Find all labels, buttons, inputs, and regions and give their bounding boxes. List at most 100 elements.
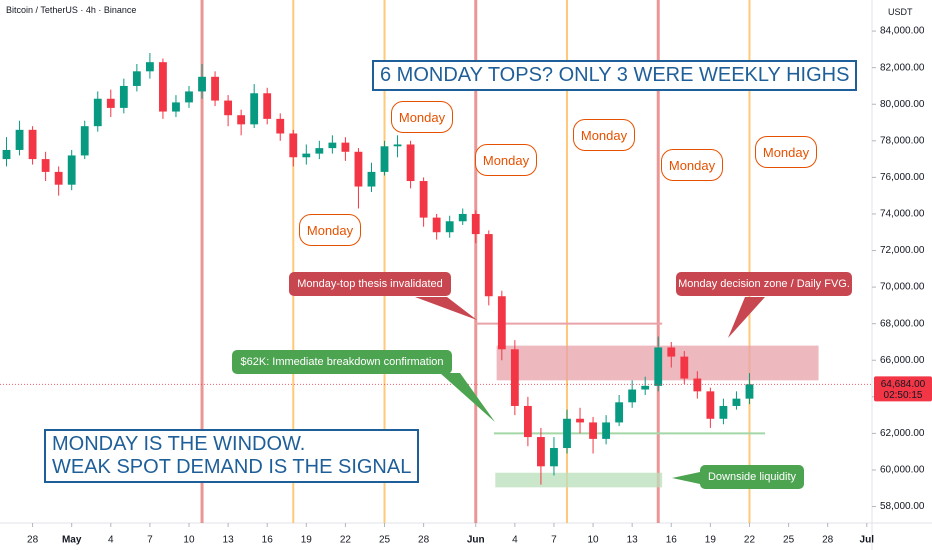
- candle-body: [211, 76, 219, 101]
- candle-body: [602, 422, 611, 439]
- header: Bitcoin / TetherUS · 4h · Binance: [6, 5, 137, 15]
- candle-body: [237, 115, 246, 125]
- candle-body: [719, 405, 728, 419]
- candle-body: [2, 149, 11, 160]
- candle-body: [302, 153, 311, 158]
- candle-body: [550, 448, 558, 467]
- x-tick-label: 7: [551, 535, 557, 546]
- candle-body: [172, 102, 180, 112]
- monday-label: Monday: [391, 101, 453, 133]
- y-tick-label: 62,000.00: [880, 428, 925, 439]
- x-tick-label: 28: [418, 535, 430, 546]
- candle-body: [263, 93, 272, 119]
- x-tick-label: 19: [301, 535, 313, 546]
- currency: USDT: [888, 7, 913, 17]
- candle-body: [537, 437, 545, 467]
- candle-body: [393, 144, 402, 147]
- title: 6 MONDAY TOPS? ONLY 3 WERE WEEKLY HIGHS: [372, 60, 858, 91]
- candle-body: [523, 405, 532, 438]
- callout: Monday decision zone / Daily FVG.: [676, 272, 852, 296]
- candle-body: [250, 93, 259, 125]
- x-tick-label: 13: [223, 535, 235, 546]
- monday-label: Monday: [299, 214, 361, 246]
- countdown: 02:50:15: [884, 390, 923, 401]
- candle-body: [406, 144, 415, 182]
- callout: Downside liquidity: [700, 465, 804, 489]
- last-price-label: 64,684.00: [881, 379, 926, 390]
- candle-body: [432, 217, 441, 233]
- candle-body: [380, 146, 389, 172]
- x-tick-label: 10: [183, 535, 195, 546]
- candle-body: [80, 126, 89, 156]
- monday-label: Monday: [475, 144, 537, 176]
- candle-body: [67, 155, 76, 185]
- candle-body: [198, 76, 206, 92]
- candle-body: [93, 98, 102, 127]
- candle-body: [732, 398, 741, 406]
- thesis-line: WEAK SPOT DEMAND IS THE SIGNAL: [52, 456, 412, 478]
- candle-body: [315, 148, 324, 154]
- candle-body: [563, 418, 571, 449]
- candle-body: [471, 213, 480, 235]
- y-tick-label: 72,000.00: [880, 245, 925, 256]
- y-tick-label: 60,000.00: [880, 465, 925, 476]
- candle-body: [576, 418, 584, 423]
- candle-body: [680, 356, 689, 379]
- candle-body: [354, 151, 363, 187]
- monday-label: Monday: [661, 149, 723, 181]
- candle-body: [458, 213, 467, 222]
- candle-body: [328, 142, 337, 149]
- candle-body: [15, 129, 24, 150]
- candle-body: [289, 133, 298, 158]
- x-tick-label: 4: [512, 535, 518, 546]
- y-tick-label: 82,000.00: [880, 62, 925, 73]
- candle-body: [367, 171, 376, 187]
- candle-body: [159, 62, 167, 112]
- candle-body: [419, 181, 428, 218]
- x-tick-label: 16: [666, 535, 678, 546]
- x-tick-label: 10: [588, 535, 600, 546]
- callout-pointer: [415, 297, 477, 320]
- callout: Monday-top thesis invalidated: [289, 272, 451, 296]
- candle-body: [41, 159, 50, 172]
- candle-body: [484, 234, 493, 297]
- candle-body: [185, 91, 193, 103]
- candle-body: [341, 142, 350, 152]
- candle-body: [28, 129, 37, 160]
- y-tick-label: 84,000.00: [880, 26, 925, 37]
- y-tick-label: 66,000.00: [880, 355, 925, 366]
- candle-body: [510, 349, 519, 406]
- x-tick-label: 28: [27, 535, 39, 546]
- candle-body: [628, 389, 637, 403]
- candle-body: [119, 85, 128, 108]
- x-tick-label: Jul: [860, 535, 875, 546]
- x-tick-label: May: [62, 535, 82, 546]
- x-tick-label: 22: [744, 535, 756, 546]
- candle-body: [745, 384, 754, 399]
- candle-body: [132, 71, 141, 86]
- x-tick-label: 19: [705, 535, 717, 546]
- thesis-box: MONDAY IS THE WINDOW. WEAK SPOT DEMAND I…: [44, 429, 420, 483]
- y-tick-label: 58,000.00: [880, 501, 925, 512]
- callout-pointer: [728, 297, 765, 338]
- callout: $62K: Immediate breakdown confirmation: [232, 350, 452, 374]
- candle-body: [589, 422, 597, 439]
- candle-body: [654, 347, 663, 386]
- x-tick-label: 7: [147, 535, 153, 546]
- x-tick-label: 25: [379, 535, 391, 546]
- x-tick-label: 22: [340, 535, 352, 546]
- y-tick-label: 74,000.00: [880, 209, 925, 220]
- y-tick-label: 68,000.00: [880, 318, 925, 329]
- x-tick-label: 16: [262, 535, 274, 546]
- y-tick-label: 70,000.00: [880, 282, 925, 293]
- candle-body: [224, 100, 233, 116]
- candle-body: [145, 62, 154, 72]
- x-tick-label: 13: [627, 535, 639, 546]
- candle-body: [667, 347, 676, 357]
- callout-pointer: [672, 472, 700, 484]
- x-tick-label: 28: [822, 535, 834, 546]
- thesis-line: MONDAY IS THE WINDOW.: [52, 433, 306, 455]
- candle-body: [276, 118, 285, 134]
- x-tick-label: 4: [108, 535, 114, 546]
